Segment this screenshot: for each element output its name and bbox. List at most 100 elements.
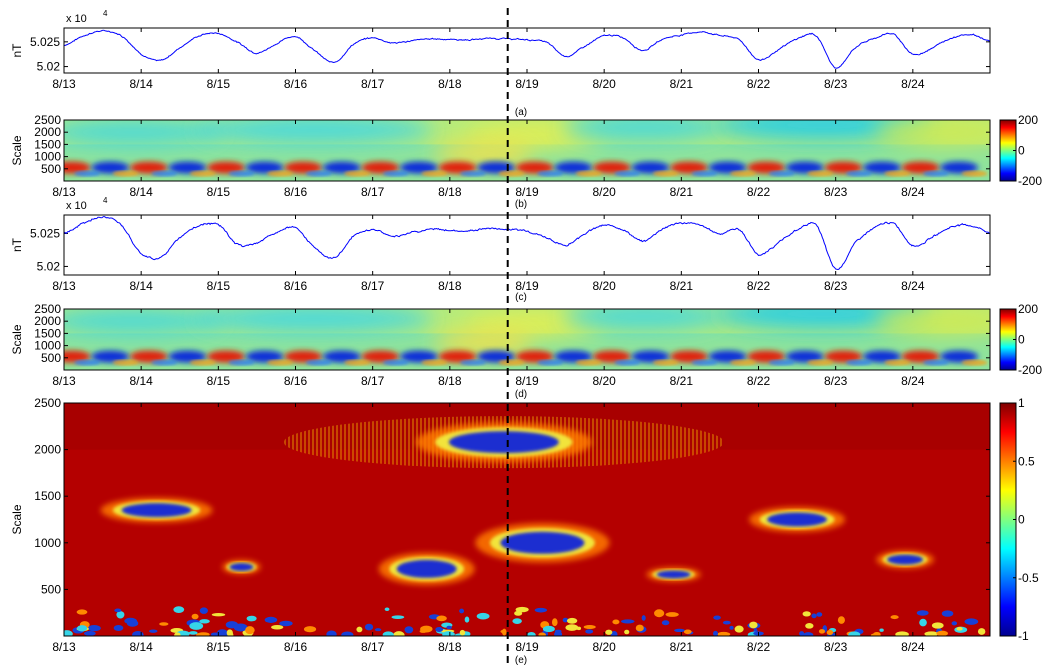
small-scale-blob <box>807 359 834 366</box>
small-scale-blob <box>614 170 641 177</box>
colorbar-tick-label: 0.5 <box>1018 454 1035 468</box>
y-tick-label: 2500 <box>34 396 61 410</box>
noise-speckle <box>199 619 210 624</box>
noise-speckle <box>459 629 466 636</box>
panel-label: (a) <box>515 107 527 118</box>
small-scale-blob <box>267 170 294 177</box>
y-axis-label: nT <box>10 237 24 252</box>
noise-speckle <box>826 629 834 636</box>
x-tick-label: 8/17 <box>361 640 385 654</box>
noise-speckle <box>279 620 293 627</box>
scale-band-blob <box>434 142 534 167</box>
x-tick-label: 8/14 <box>129 640 153 654</box>
low-coherence-spot <box>229 563 254 572</box>
small-scale-blob <box>189 170 216 177</box>
noise-speckle <box>116 611 125 619</box>
x-tick-label: 8/17 <box>361 185 385 199</box>
x-tick-label: 8/19 <box>515 185 539 199</box>
negative-coefficient-blob <box>708 350 747 363</box>
negative-coefficient-blob <box>785 350 824 363</box>
negative-coefficient-blob <box>91 350 130 363</box>
noise-speckle <box>76 609 88 615</box>
y-tick-label: 5.025 <box>30 35 60 49</box>
panel-label: (c) <box>515 292 527 303</box>
small-scale-blob <box>151 359 178 366</box>
x-tick-label: 8/22 <box>747 640 771 654</box>
negative-coefficient-blob <box>91 161 130 174</box>
small-scale-blob <box>267 359 294 366</box>
small-scale-blob <box>498 170 525 177</box>
noise-speckle <box>837 616 845 624</box>
noise-speckle <box>64 630 73 636</box>
noise-speckle <box>683 629 692 635</box>
noise-speckle <box>895 631 909 636</box>
x-tick-label: 8/22 <box>747 185 771 199</box>
noise-speckle <box>189 622 204 630</box>
y-axis-label: Scale <box>10 324 24 354</box>
positive-coefficient-blob <box>129 350 168 363</box>
noise-speckle <box>816 612 823 617</box>
noise-speckle <box>818 629 826 634</box>
noise-speckle <box>951 621 958 626</box>
x-tick-label: 8/21 <box>670 77 694 91</box>
y-axis-label: Scale <box>10 135 24 165</box>
small-scale-blob <box>74 170 101 177</box>
negative-coefficient-blob <box>322 350 361 363</box>
positive-coefficient-blob <box>129 161 168 174</box>
colorbar-tick-label: 0 <box>1018 144 1025 158</box>
x-tick-label: 8/20 <box>592 77 616 91</box>
colorbar-tick-label: 200 <box>1018 302 1038 316</box>
noise-speckle <box>435 627 444 632</box>
positive-coefficient-blob <box>64 161 91 174</box>
small-scale-blob <box>74 359 101 366</box>
scale-band-blob <box>874 120 990 147</box>
x-tick-label: 8/20 <box>592 185 616 199</box>
small-scale-blob <box>730 359 757 366</box>
negative-coefficient-blob <box>862 350 901 363</box>
colorbar-tick-label: -0.5 <box>1018 571 1039 585</box>
colorbar-tick-label: 1 <box>1018 396 1025 410</box>
x-tick-label: 8/22 <box>747 77 771 91</box>
small-scale-blob <box>305 170 332 177</box>
small-scale-blob <box>228 170 255 177</box>
noise-speckle <box>404 626 414 634</box>
y-tick-label: 1000 <box>34 536 61 550</box>
noise-speckle <box>384 607 390 611</box>
negative-coefficient-blob <box>477 161 516 174</box>
small-scale-blob <box>845 170 872 177</box>
y-tick-label: 2000 <box>34 314 61 328</box>
small-scale-blob <box>498 359 525 366</box>
wavelet-field <box>64 120 990 181</box>
x-tick-label: 8/20 <box>592 640 616 654</box>
x-tick-label: 8/24 <box>901 279 925 293</box>
noise-speckle <box>936 630 949 636</box>
noise-speckle <box>527 632 536 636</box>
noise-speckle <box>191 613 199 620</box>
x-tick-label: 8/21 <box>670 640 694 654</box>
x-tick-label: 8/16 <box>284 279 308 293</box>
panel-label: (d) <box>515 389 527 400</box>
small-scale-blob <box>537 170 564 177</box>
panel-label: (b) <box>515 199 527 210</box>
x-tick-label: 8/13 <box>52 185 76 199</box>
x-tick-label: 8/23 <box>824 640 848 654</box>
negative-coefficient-blob <box>554 161 593 174</box>
noise-speckle <box>610 631 618 636</box>
small-scale-blob <box>652 359 679 366</box>
noise-speckle <box>585 629 594 634</box>
positive-coefficient-blob <box>438 350 477 363</box>
low-coherence-spot <box>448 431 559 454</box>
small-scale-blob <box>922 359 949 366</box>
small-scale-blob <box>421 170 448 177</box>
x-tick-label: 8/21 <box>670 374 694 388</box>
scale-band-blob <box>64 120 224 147</box>
noise-speckle <box>542 625 555 633</box>
y-exponent-label: 4 <box>103 196 108 205</box>
noise-speckle <box>612 619 620 625</box>
noise-speckle <box>641 615 646 621</box>
x-tick-label: 8/22 <box>747 279 771 293</box>
x-tick-label: 8/19 <box>515 374 539 388</box>
y-exponent-label: 4 <box>103 9 108 18</box>
low-coherence-spot <box>121 503 192 518</box>
negative-coefficient-blob <box>631 350 670 363</box>
